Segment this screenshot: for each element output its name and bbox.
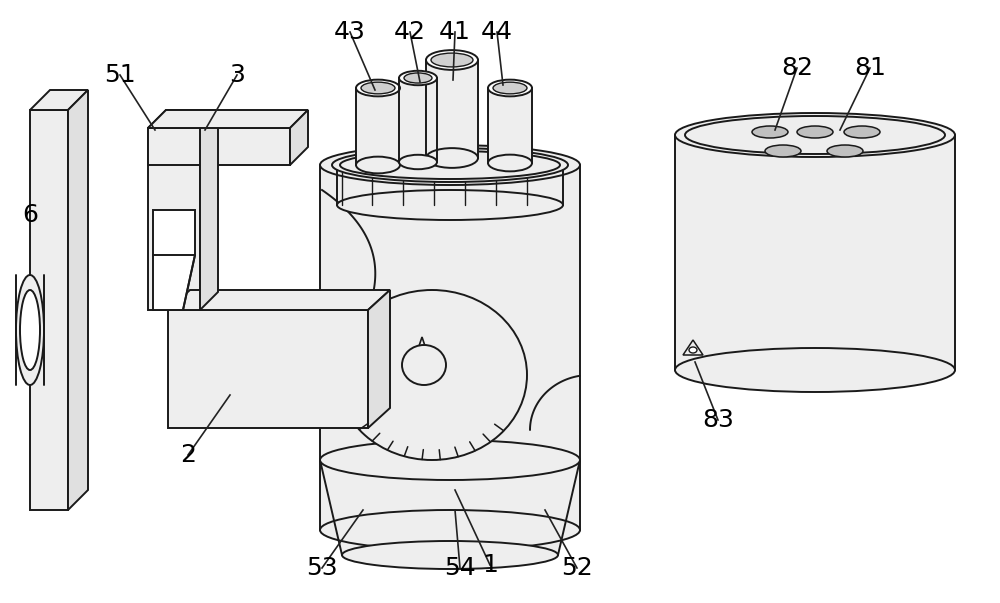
Polygon shape (148, 110, 308, 128)
Ellipse shape (320, 440, 580, 480)
Polygon shape (30, 110, 68, 510)
Ellipse shape (797, 126, 833, 138)
Polygon shape (399, 78, 437, 162)
Polygon shape (168, 310, 368, 428)
Text: 6: 6 (22, 203, 38, 227)
Polygon shape (30, 90, 88, 110)
Ellipse shape (689, 347, 697, 353)
Ellipse shape (827, 145, 863, 157)
Polygon shape (168, 290, 390, 310)
Text: 44: 44 (481, 20, 513, 44)
Polygon shape (426, 60, 478, 158)
Text: 41: 41 (439, 20, 471, 44)
Ellipse shape (342, 541, 558, 569)
Polygon shape (683, 340, 703, 355)
Text: 51: 51 (104, 63, 136, 87)
Ellipse shape (426, 50, 478, 70)
Polygon shape (368, 290, 390, 428)
Ellipse shape (320, 145, 580, 185)
Ellipse shape (361, 82, 395, 94)
Ellipse shape (844, 126, 880, 138)
Polygon shape (148, 110, 218, 128)
Text: 54: 54 (444, 556, 476, 580)
Text: 83: 83 (702, 408, 734, 432)
Ellipse shape (320, 510, 580, 550)
Polygon shape (356, 88, 400, 165)
Text: 52: 52 (561, 556, 593, 580)
Ellipse shape (16, 275, 44, 385)
Ellipse shape (675, 113, 955, 157)
Polygon shape (200, 110, 218, 310)
Ellipse shape (752, 126, 788, 138)
Ellipse shape (399, 155, 437, 169)
Polygon shape (320, 165, 580, 530)
Text: 1: 1 (482, 553, 498, 577)
Ellipse shape (488, 80, 532, 96)
Text: 81: 81 (854, 56, 886, 80)
Ellipse shape (685, 116, 945, 154)
Text: 82: 82 (781, 56, 813, 80)
Polygon shape (320, 460, 580, 555)
Ellipse shape (402, 345, 446, 385)
Text: 42: 42 (394, 20, 426, 44)
Ellipse shape (356, 80, 400, 96)
Ellipse shape (337, 290, 527, 460)
Polygon shape (412, 337, 432, 367)
Ellipse shape (337, 190, 563, 220)
Polygon shape (148, 128, 200, 310)
Text: 3: 3 (229, 63, 245, 87)
Text: 43: 43 (334, 20, 366, 44)
Polygon shape (488, 88, 532, 163)
Ellipse shape (404, 73, 432, 83)
Polygon shape (148, 128, 290, 165)
Ellipse shape (340, 151, 560, 179)
Ellipse shape (493, 82, 527, 94)
Ellipse shape (20, 290, 40, 370)
Text: 53: 53 (306, 556, 338, 580)
Polygon shape (675, 135, 955, 370)
Text: 2: 2 (180, 443, 196, 467)
Ellipse shape (356, 157, 400, 173)
Polygon shape (153, 210, 195, 310)
Ellipse shape (675, 348, 955, 392)
Ellipse shape (431, 53, 473, 67)
Ellipse shape (332, 148, 568, 182)
Ellipse shape (488, 154, 532, 171)
Ellipse shape (765, 145, 801, 157)
Polygon shape (68, 90, 88, 510)
Polygon shape (290, 110, 308, 165)
Ellipse shape (399, 71, 437, 85)
Ellipse shape (426, 148, 478, 168)
